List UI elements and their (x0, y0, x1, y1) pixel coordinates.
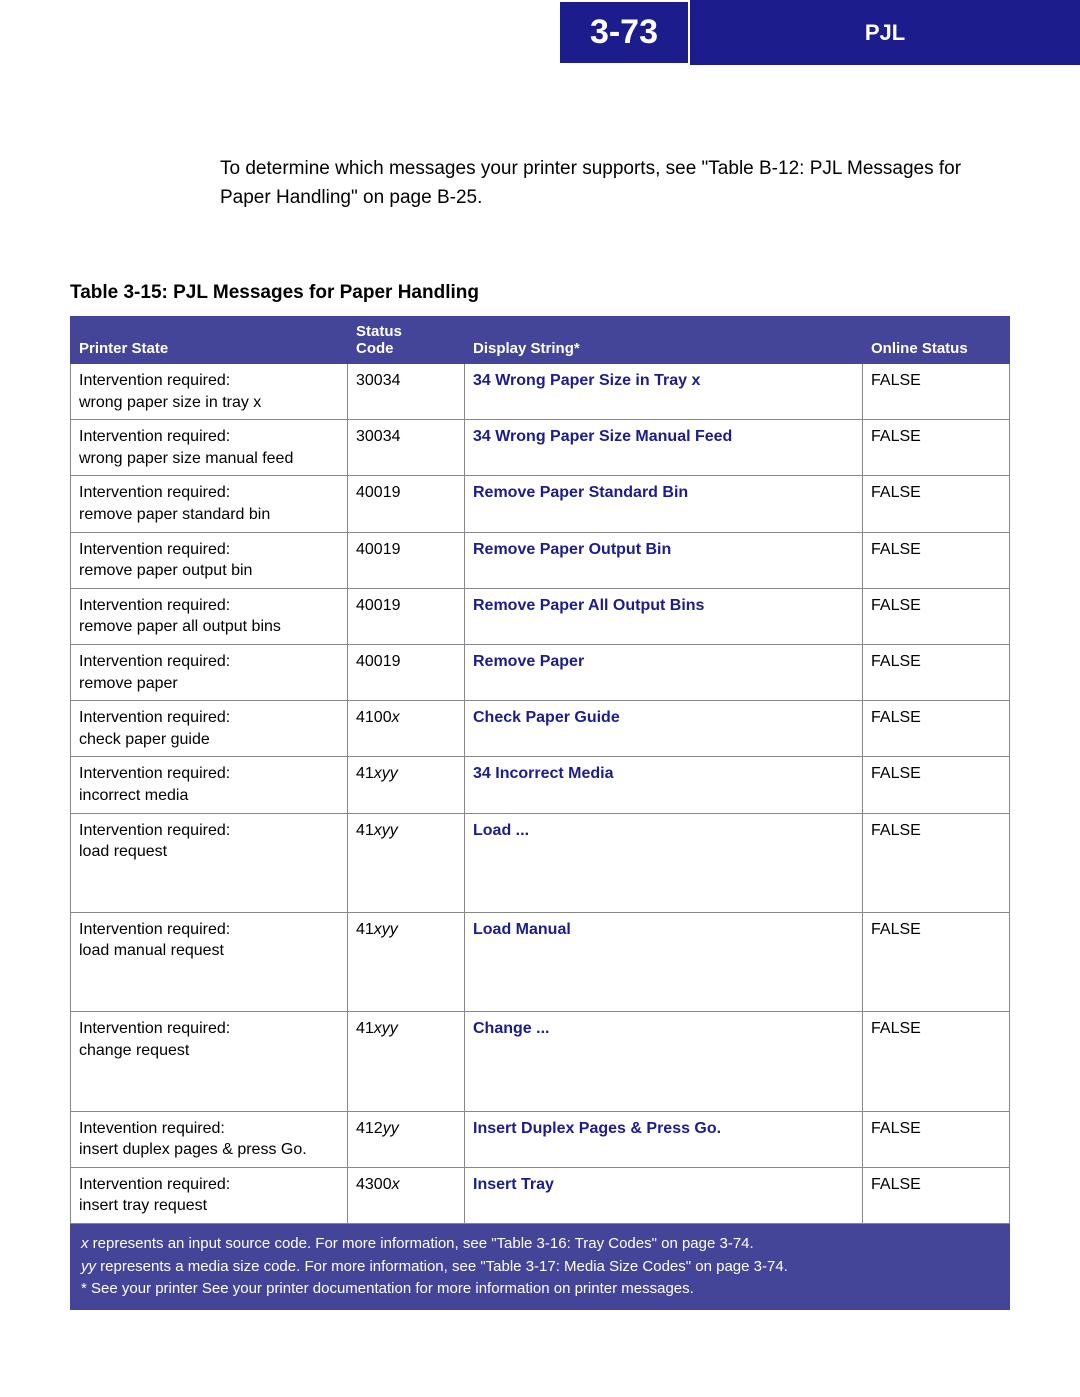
table-body: Intervention required:wrong paper size i… (71, 364, 1010, 1224)
cell-status-code: 40019 (348, 644, 465, 700)
cell-status-code: 4300x (348, 1167, 465, 1223)
table-row: Intervention required:incorrect media41x… (71, 757, 1010, 813)
page-header: 3-73 PJL (0, 0, 1080, 65)
cell-printer-state: Intervention required:change request (71, 1012, 348, 1111)
cell-printer-state: Intevention required:insert duplex pages… (71, 1111, 348, 1167)
cell-online-status: FALSE (863, 701, 1010, 757)
cell-display-string: Remove Paper Standard Bin (465, 476, 863, 532)
cell-display-string: Insert Duplex Pages & Press Go. (465, 1111, 863, 1167)
footnote-1-italic: x (81, 1235, 89, 1252)
table-row: Intervention required:load request41xyyL… (71, 813, 1010, 912)
table-head: Printer State StatusCode Display String*… (71, 317, 1010, 364)
cell-printer-state: Intervention required:wrong paper size i… (71, 364, 348, 420)
cell-display-string: Remove Paper All Output Bins (465, 588, 863, 644)
table-row: Intervention required:remove paper all o… (71, 588, 1010, 644)
cell-status-code: 41xyy (348, 1012, 465, 1111)
cell-online-status: FALSE (863, 1167, 1010, 1223)
cell-status-code: 40019 (348, 476, 465, 532)
footnote-1-rest: represents an input source code. For mor… (89, 1235, 754, 1252)
footnote-2-rest: represents a media size code. For more i… (96, 1258, 788, 1275)
cell-online-status: FALSE (863, 588, 1010, 644)
page-number-box: 3-73 (558, 0, 690, 65)
page-number: 3-73 (590, 13, 658, 52)
cell-online-status: FALSE (863, 813, 1010, 912)
footnote-line-2: yy represents a media size code. For mor… (81, 1256, 999, 1279)
cell-status-code: 30034 (348, 364, 465, 420)
cell-printer-state: Intervention required:load manual reques… (71, 912, 348, 1011)
cell-online-status: FALSE (863, 420, 1010, 476)
cell-display-string: Check Paper Guide (465, 701, 863, 757)
table-row: Intervention required:load manual reques… (71, 912, 1010, 1011)
cell-printer-state: Intervention required:insert tray reques… (71, 1167, 348, 1223)
cell-status-code: 30034 (348, 420, 465, 476)
table-row: Intervention required:wrong paper size i… (71, 364, 1010, 420)
cell-display-string: Load ... (465, 813, 863, 912)
table-header-row: Printer State StatusCode Display String*… (71, 317, 1010, 364)
cell-printer-state: Intervention required:check paper guide (71, 701, 348, 757)
table-footnotes: x represents an input source code. For m… (70, 1224, 1010, 1310)
cell-display-string: 34 Wrong Paper Size in Tray x (465, 364, 863, 420)
intro-text: To determine which messages your printer… (220, 155, 1010, 212)
cell-status-code: 41xyy (348, 912, 465, 1011)
cell-status-code: 41xyy (348, 813, 465, 912)
table-block: Table 3-15: PJL Messages for Paper Handl… (0, 282, 1080, 1350)
col-printer-state: Printer State (71, 317, 348, 364)
footnote-line-1: x represents an input source code. For m… (81, 1233, 999, 1256)
cell-online-status: FALSE (863, 476, 1010, 532)
cell-online-status: FALSE (863, 757, 1010, 813)
table-row: Intervention required:remove paper stand… (71, 476, 1010, 532)
section-label-box: PJL (690, 0, 1080, 65)
cell-display-string: Remove Paper Output Bin (465, 532, 863, 588)
cell-status-code: 41xyy (348, 757, 465, 813)
cell-display-string: Remove Paper (465, 644, 863, 700)
header-right: 3-73 PJL (558, 0, 1080, 65)
cell-status-code: 4100x (348, 701, 465, 757)
cell-status-code: 40019 (348, 588, 465, 644)
table-row: Intevention required:insert duplex pages… (71, 1111, 1010, 1167)
cell-printer-state: Intervention required:remove paper all o… (71, 588, 348, 644)
col-display-string: Display String* (465, 317, 863, 364)
intro-block: To determine which messages your printer… (0, 65, 1080, 282)
table-row: Intervention required:remove paper outpu… (71, 532, 1010, 588)
cell-printer-state: Intervention required:remove paper outpu… (71, 532, 348, 588)
cell-display-string: 34 Incorrect Media (465, 757, 863, 813)
col-online-status: Online Status (863, 317, 1010, 364)
footnote-line-3: * See your printer See your printer docu… (81, 1278, 999, 1301)
cell-printer-state: Intervention required:remove paper (71, 644, 348, 700)
cell-printer-state: Intervention required:remove paper stand… (71, 476, 348, 532)
cell-display-string: Change ... (465, 1012, 863, 1111)
cell-online-status: FALSE (863, 644, 1010, 700)
table-row: Intervention required:change request41xy… (71, 1012, 1010, 1111)
cell-status-code: 412yy (348, 1111, 465, 1167)
cell-display-string: Insert Tray (465, 1167, 863, 1223)
cell-status-code: 40019 (348, 532, 465, 588)
table-row: Intervention required:remove paper40019R… (71, 644, 1010, 700)
table-title: Table 3-15: PJL Messages for Paper Handl… (70, 282, 1010, 304)
table-row: Intervention required:insert tray reques… (71, 1167, 1010, 1223)
table-row: Intervention required:check paper guide4… (71, 701, 1010, 757)
cell-online-status: FALSE (863, 1012, 1010, 1111)
cell-display-string: 34 Wrong Paper Size Manual Feed (465, 420, 863, 476)
cell-printer-state: Intervention required:wrong paper size m… (71, 420, 348, 476)
table-row: Intervention required:wrong paper size m… (71, 420, 1010, 476)
cell-printer-state: Intervention required:load request (71, 813, 348, 912)
cell-online-status: FALSE (863, 532, 1010, 588)
cell-online-status: FALSE (863, 364, 1010, 420)
section-label: PJL (865, 20, 905, 46)
cell-online-status: FALSE (863, 1111, 1010, 1167)
col-status-code: StatusCode (348, 317, 465, 364)
cell-printer-state: Intervention required:incorrect media (71, 757, 348, 813)
cell-online-status: FALSE (863, 912, 1010, 1011)
pjl-messages-table: Printer State StatusCode Display String*… (70, 316, 1010, 1224)
footnote-2-italic: yy (81, 1258, 96, 1275)
cell-display-string: Load Manual (465, 912, 863, 1011)
